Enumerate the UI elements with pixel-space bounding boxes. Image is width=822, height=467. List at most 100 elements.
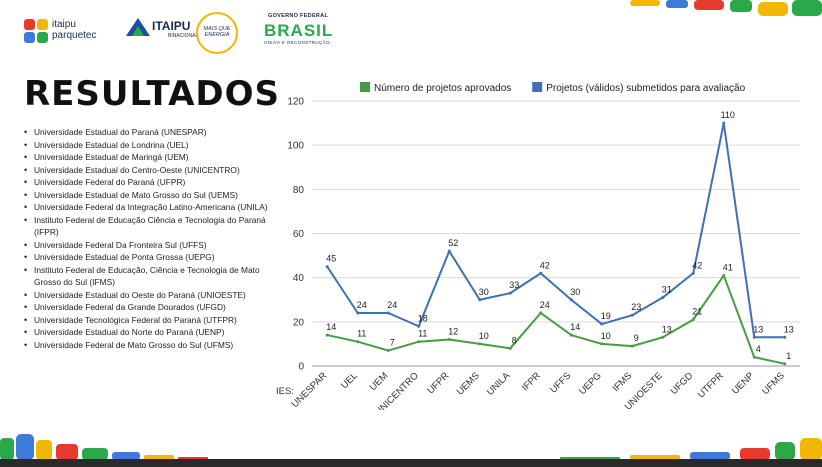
data-label: 11 xyxy=(357,329,366,339)
data-label: 24 xyxy=(540,300,550,310)
x-tick-label: UFMS xyxy=(760,370,787,397)
mais-que-energia-badge: MAIS QUE ENERGIA xyxy=(196,12,238,54)
governo-sub-text: UNIÃO E RECONSTRUÇÃO xyxy=(264,40,331,45)
data-label: 13 xyxy=(753,324,763,334)
data-point xyxy=(386,311,390,315)
list-item: Universidade Federal de Mato Grosso do S… xyxy=(24,339,270,352)
data-point xyxy=(569,333,573,337)
data-label: 24 xyxy=(357,300,367,310)
x-tick-label: IFPR xyxy=(520,370,543,393)
list-item: Universidade Estadual do Oeste do Paraná… xyxy=(24,289,270,302)
data-label: 21 xyxy=(692,307,702,317)
x-tick-label: UEM xyxy=(368,370,391,393)
data-point xyxy=(630,313,634,317)
y-tick-label: 40 xyxy=(293,273,305,284)
parquetec-line2: parquetec xyxy=(52,30,97,41)
x-tick-label: IFMS xyxy=(611,370,635,394)
x-axis-label: IES: xyxy=(276,386,294,397)
mais-que-energia-text: MAIS QUE ENERGIA xyxy=(203,26,231,38)
list-item: Universidade Federal da Integração Latin… xyxy=(24,201,270,214)
x-tick-label: UNESPAR xyxy=(290,370,330,410)
data-point xyxy=(539,311,543,315)
x-tick-label: UEMS xyxy=(455,370,482,397)
x-tick-label: UFFS xyxy=(548,370,573,395)
data-label: 19 xyxy=(601,311,611,321)
parquetec-line1: itaipu xyxy=(52,19,76,30)
governo-federal-logo: GOVERNO FEDERAL BRASIL UNIÃO E RECONSTRU… xyxy=(262,13,352,54)
data-label: 52 xyxy=(448,238,458,248)
data-label: 33 xyxy=(509,280,519,290)
data-point xyxy=(783,335,787,339)
data-point xyxy=(325,265,329,269)
governo-brasil-text: BRASIL xyxy=(264,21,334,40)
data-label: 18 xyxy=(418,313,428,323)
series-line-1 xyxy=(327,274,785,365)
data-label: 41 xyxy=(723,262,733,272)
data-point xyxy=(478,342,482,346)
list-item: Universidade Federal do Paraná (UFPR) xyxy=(24,176,270,189)
y-tick-label: 120 xyxy=(287,97,304,108)
x-tick-label: UTFPR xyxy=(696,370,726,400)
governo-top-text: GOVERNO FEDERAL xyxy=(268,13,329,19)
header-logos: itaipu parquetec ITAIPU BINACIONAL MAIS … xyxy=(24,10,354,60)
data-label: 9 xyxy=(634,333,639,343)
x-tick-label: UEL xyxy=(339,370,360,391)
data-point xyxy=(417,340,421,344)
list-item: Universidade Estadual do Paraná (UNESPAR… xyxy=(24,126,270,139)
data-label: 42 xyxy=(692,260,702,270)
data-label: 14 xyxy=(570,322,580,332)
binacional-text: BINACIONAL xyxy=(168,33,199,39)
data-label: 110 xyxy=(721,110,735,120)
data-label: 1 xyxy=(786,351,791,361)
data-label: 31 xyxy=(662,285,672,295)
data-point xyxy=(722,273,726,277)
data-label: 30 xyxy=(479,287,489,297)
legend-swatch-1 xyxy=(360,82,370,92)
data-label: 12 xyxy=(448,327,458,337)
list-item: Universidade Federal da Grande Dourados … xyxy=(24,301,270,314)
legend-label-2: Projetos (válidos) submetidos para avali… xyxy=(546,83,745,94)
x-tick-label: UFPR xyxy=(425,370,451,396)
data-label: 7 xyxy=(390,338,395,348)
data-point xyxy=(600,322,604,326)
data-label: 45 xyxy=(326,254,336,264)
x-tick-label: UNILA xyxy=(485,370,513,398)
data-point xyxy=(447,249,451,253)
list-item: Universidade Estadual de Ponta Grossa (U… xyxy=(24,251,270,264)
list-item: Universidade Estadual do Centro-Oeste (U… xyxy=(24,164,270,177)
data-point xyxy=(752,335,756,339)
data-point xyxy=(630,344,634,348)
data-label: 42 xyxy=(540,260,550,270)
list-item: Universidade Estadual do Norte do Paraná… xyxy=(24,326,270,339)
data-label: 10 xyxy=(601,331,611,341)
data-label: 30 xyxy=(570,287,580,297)
data-label: 13 xyxy=(662,324,672,334)
y-tick-label: 80 xyxy=(293,185,305,196)
data-point xyxy=(356,311,360,315)
itaipu-mark-icon xyxy=(126,18,150,36)
data-label: 13 xyxy=(784,324,794,334)
data-label: 8 xyxy=(512,335,517,345)
data-point xyxy=(691,318,695,322)
data-label: 4 xyxy=(756,344,761,354)
x-tick-label: UEPG xyxy=(577,370,604,397)
y-tick-label: 20 xyxy=(293,317,305,328)
data-point xyxy=(691,271,695,275)
list-item: Instituto Federal de Educação Ciência e … xyxy=(24,214,270,239)
legend-swatch-2 xyxy=(532,82,543,92)
y-tick-label: 100 xyxy=(287,141,304,152)
data-point xyxy=(722,121,726,125)
data-point xyxy=(783,362,787,366)
data-point xyxy=(600,342,604,346)
list-item: Universidade Estadual de Mato Grosso do … xyxy=(24,189,270,202)
list-item: Universidade Federal Da Fronteira Sul (U… xyxy=(24,239,270,252)
data-point xyxy=(569,298,573,302)
decor-bottom-right xyxy=(560,438,822,460)
data-label: 11 xyxy=(418,329,427,339)
data-point xyxy=(325,333,329,337)
data-point xyxy=(539,271,543,275)
series-line-2 xyxy=(326,122,785,339)
data-point xyxy=(508,346,512,350)
y-tick-label: 60 xyxy=(293,229,305,240)
